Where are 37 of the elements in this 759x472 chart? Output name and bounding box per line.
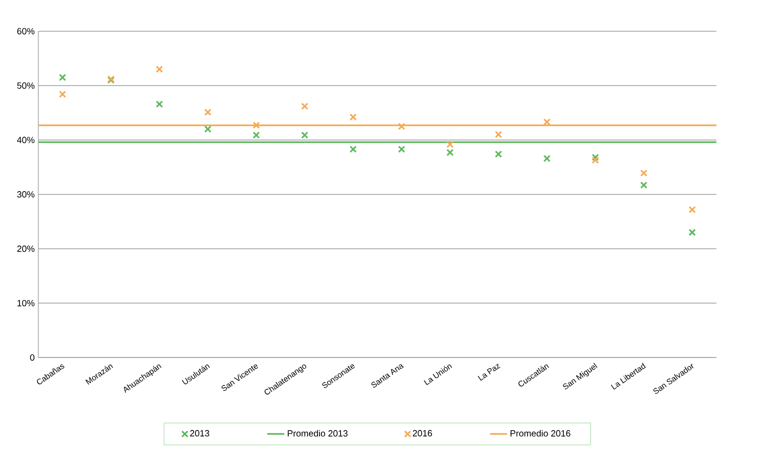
point bbox=[688, 206, 696, 214]
point bbox=[156, 65, 164, 73]
point bbox=[58, 90, 66, 98]
y-tick-label: 50% bbox=[17, 82, 34, 89]
point bbox=[350, 113, 357, 121]
legend-label: 2013 bbox=[190, 430, 210, 436]
point bbox=[494, 130, 502, 138]
legend-label: 2016 bbox=[412, 430, 432, 436]
point bbox=[494, 150, 502, 158]
y-tick-label: 30% bbox=[17, 190, 34, 198]
y-tick-label: 10% bbox=[18, 300, 34, 306]
point bbox=[543, 118, 551, 126]
point bbox=[688, 228, 696, 236]
point bbox=[58, 74, 66, 81]
point bbox=[301, 102, 308, 110]
point bbox=[592, 154, 599, 161]
point bbox=[252, 131, 260, 138]
point bbox=[446, 140, 454, 148]
point bbox=[640, 181, 648, 189]
point bbox=[301, 131, 308, 138]
point bbox=[543, 154, 551, 162]
point bbox=[350, 145, 357, 153]
y-tick-label: 60% bbox=[17, 28, 34, 34]
point bbox=[252, 121, 260, 129]
point bbox=[592, 156, 599, 164]
legend-label: Promedio 2016 bbox=[510, 430, 570, 436]
y-tick-label: 20% bbox=[17, 245, 34, 252]
y-tick-label: 0 bbox=[30, 354, 34, 360]
point bbox=[446, 148, 454, 156]
point bbox=[398, 145, 406, 153]
point bbox=[204, 108, 212, 116]
point bbox=[398, 122, 406, 130]
y-tick-label: 40% bbox=[17, 136, 34, 143]
legend-label: Promedio 2013 bbox=[288, 430, 348, 436]
point bbox=[640, 169, 648, 177]
point bbox=[204, 125, 212, 133]
point bbox=[156, 100, 164, 108]
